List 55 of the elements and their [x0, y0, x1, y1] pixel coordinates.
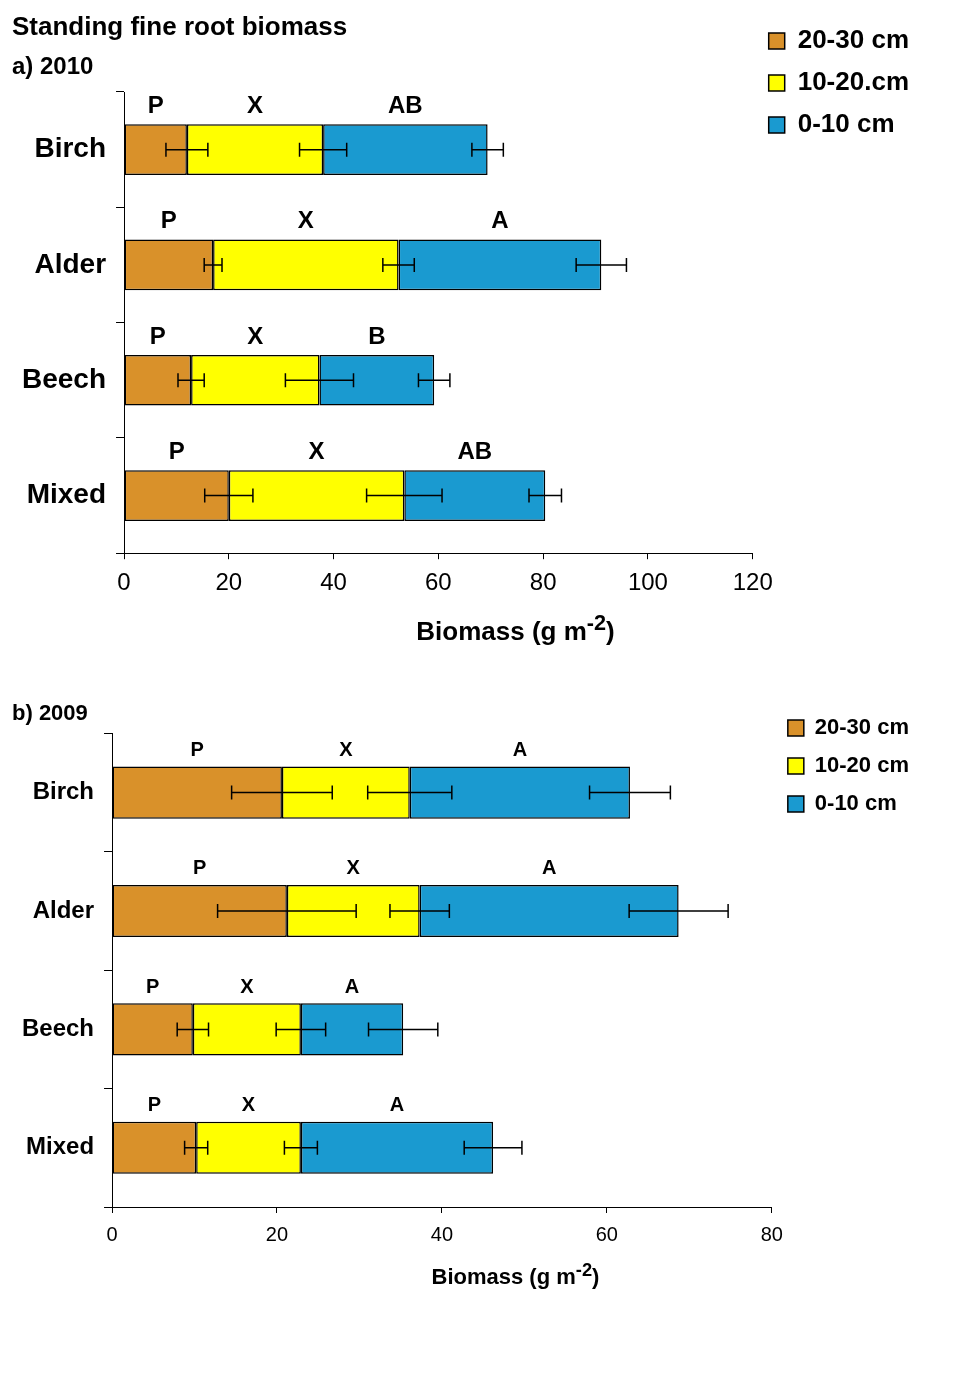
legend-label: 10-20 cm: [814, 751, 910, 777]
annotation: A: [541, 856, 557, 879]
annotation: A: [389, 1092, 405, 1115]
annotation: X: [308, 436, 325, 464]
annotation: A: [512, 737, 528, 760]
legend-label: 0-10 cm: [814, 789, 897, 815]
annotation: X: [247, 321, 264, 349]
annotation: X: [240, 974, 255, 997]
annotation: P: [160, 206, 177, 234]
x-axis-title: Biomass (g m$^{-2}$): [430, 1258, 601, 1290]
y-tick-label: Beech: [21, 362, 107, 394]
y-tick-label: Birch: [32, 776, 95, 804]
chart-subtitle: a) 2010: [12, 52, 94, 80]
y-tick-label: Beech: [21, 1013, 95, 1041]
x-tick-label: 60: [425, 568, 452, 596]
y-tick-label: Alder: [32, 895, 95, 923]
annotation: P: [190, 737, 204, 760]
annotation: X: [297, 206, 314, 234]
x-tick-label: 80: [760, 1222, 783, 1245]
annotation: P: [193, 856, 207, 879]
x-tick-label: 40: [430, 1222, 454, 1245]
chart-title: b) 2009: [12, 699, 88, 725]
annotation: A: [344, 974, 360, 997]
legend-label: 10-20.cm: [797, 66, 910, 97]
legend-label: 20-30 cm: [814, 713, 910, 739]
y-tick-label: Alder: [34, 247, 107, 279]
x-tick-label: 40: [320, 568, 347, 596]
annotation: X: [346, 856, 361, 879]
y-tick-label: Birch: [34, 132, 107, 164]
annotation: X: [241, 1092, 256, 1115]
chart-title: Standing fine root biomass: [12, 10, 348, 41]
x-tick-label: 20: [215, 568, 243, 596]
annotation: AB: [457, 436, 493, 464]
x-tick-label: 80: [529, 568, 557, 596]
x-tick-label: 0: [117, 568, 131, 596]
annotation: B: [368, 321, 386, 349]
y-tick-label: Mixed: [26, 478, 107, 510]
annotation: AB: [388, 90, 423, 118]
annotation: P: [168, 436, 185, 464]
x-tick-label: 100: [627, 568, 668, 596]
legend-label: 0-10 cm: [797, 108, 895, 139]
annotation: X: [339, 737, 354, 760]
y-tick-label: Mixed: [26, 1132, 95, 1160]
x-axis-title: Biomass (g m$^{-2}$): [415, 610, 616, 647]
x-tick-label: 0: [106, 1222, 118, 1245]
x-tick-label: 120: [732, 568, 773, 596]
x-tick-label: 60: [595, 1222, 618, 1245]
annotation: A: [491, 206, 509, 234]
annotation: P: [147, 90, 164, 118]
legend-label: 20-30 cm: [797, 24, 910, 55]
x-tick-label: 20: [265, 1222, 289, 1245]
annotation: P: [146, 974, 160, 997]
annotation: P: [149, 321, 166, 349]
annotation: X: [247, 90, 264, 118]
annotation: P: [147, 1092, 162, 1115]
